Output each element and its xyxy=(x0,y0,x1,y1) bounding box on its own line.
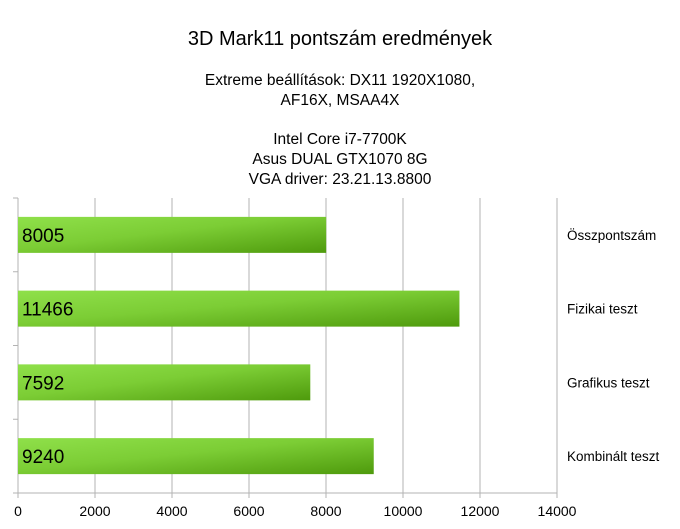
bar xyxy=(18,438,374,475)
subtitle-line: Extreme beállítások: DX11 1920X1080, xyxy=(204,72,476,89)
chart-subtitle-system: Intel Core i7-7700K Asus DUAL GTX1070 8G… xyxy=(0,130,680,190)
category-label: Összpontszám xyxy=(567,228,656,243)
category-label: Grafikus teszt xyxy=(567,375,650,390)
subtitle-line: VGA driver: 23.21.13.8800 xyxy=(248,171,432,188)
x-tick-label: 6000 xyxy=(233,503,264,519)
x-tick-label: 0 xyxy=(14,503,22,519)
bar xyxy=(18,290,460,327)
subtitle-line: AF16X, MSAA4X xyxy=(280,92,400,109)
category-label: Kombinált teszt xyxy=(567,449,660,464)
bar-value-label: 8005 xyxy=(22,226,64,247)
bar xyxy=(18,216,327,253)
x-tick-label: 10000 xyxy=(384,503,423,519)
bar-value-label: 9240 xyxy=(22,447,64,468)
subtitle-line: Intel Core i7-7700K xyxy=(273,131,407,148)
subtitle-line: Asus DUAL GTX1070 8G xyxy=(252,151,428,168)
x-tick-label: 8000 xyxy=(310,503,341,519)
x-tick-label: 4000 xyxy=(156,503,187,519)
bar-value-label: 11466 xyxy=(22,300,73,321)
bar-value-label: 7592 xyxy=(22,373,64,394)
x-tick-label: 14000 xyxy=(538,503,577,519)
bar xyxy=(18,364,311,401)
category-label: Fizikai teszt xyxy=(567,302,638,317)
chart-subtitle-settings: Extreme beállítások: DX11 1920X1080, AF1… xyxy=(0,71,680,111)
chart-title: 3D Mark11 pontszám eredmények xyxy=(187,28,493,50)
x-tick-label: 12000 xyxy=(461,503,500,519)
x-tick-label: 2000 xyxy=(79,503,110,519)
